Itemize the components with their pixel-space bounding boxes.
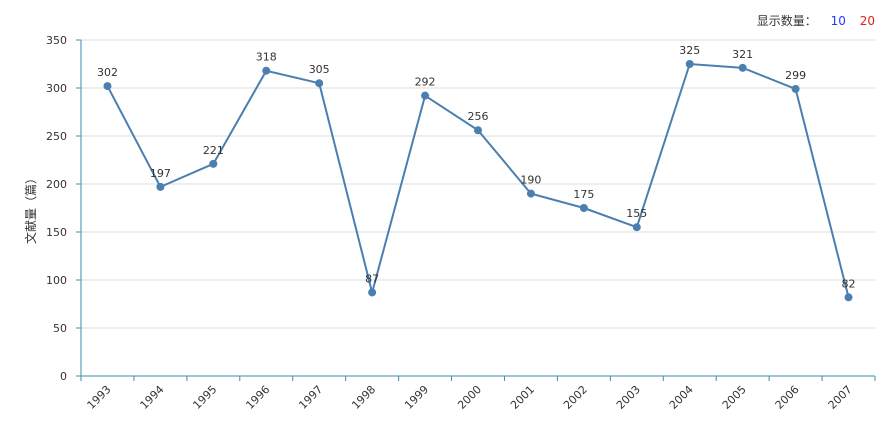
x-tick-label: 2005 [720,383,749,412]
data-label: 299 [785,69,806,82]
x-axis-ticks: 1993 1994 1995 1996 1997 1998 1999 2000 2001 2002… [80,376,876,412]
data-label: 87 [365,272,379,285]
data-label: 197 [150,167,171,180]
x-tick-label: 2000 [455,383,484,412]
data-label: 325 [679,44,700,57]
x-tick-label: 1998 [349,383,378,412]
data-label: 292 [415,76,436,89]
data-label: 321 [732,48,753,61]
data-point[interactable] [315,79,324,88]
data-point[interactable] [685,60,694,68]
series-line [106,62,850,298]
y-tick-label: 0 [60,370,67,383]
y-tick-label: 250 [46,130,67,143]
x-tick-label: 2003 [614,383,643,412]
data-point[interactable] [791,84,800,93]
x-tick-label: 1997 [296,383,325,412]
data-point[interactable] [632,223,641,232]
data-point[interactable] [579,204,588,212]
data-label: 155 [626,207,647,220]
data-label: 190 [520,174,541,187]
data-point[interactable] [738,63,747,72]
x-tick-label: 1999 [402,383,431,412]
data-label: 221 [203,144,224,157]
data-point[interactable] [368,288,377,297]
display-count-20-option[interactable]: 20 [859,14,875,28]
data-label: 318 [256,51,277,64]
data-label: 256 [468,110,489,123]
data-point[interactable] [526,189,535,198]
data-label: 175 [573,188,594,201]
x-tick-label: 1995 [190,383,219,412]
data-labels: 302 197 221 318 305 87 292 256 190 175 155 325 321 29… [97,44,856,290]
x-tick-label: 2002 [561,383,590,412]
data-label: 82 [842,277,856,290]
x-tick-label: 2007 [826,383,855,412]
data-point[interactable] [156,182,165,191]
data-point[interactable] [474,126,482,135]
y-tick-label: 150 [46,226,67,239]
y-tick-label: 200 [46,178,67,191]
x-tick-label: 2006 [773,383,802,412]
x-tick-label: 1993 [85,383,114,412]
data-point[interactable] [262,66,271,75]
x-tick-label: 2004 [667,383,696,412]
data-label: 302 [97,66,118,79]
x-tick-label: 1996 [243,383,272,412]
y-tick-label: 50 [53,322,67,335]
x-tick-label: 1994 [138,383,167,412]
data-point[interactable] [103,82,112,91]
data-point[interactable] [844,293,853,302]
x-tick-label: 2001 [508,383,537,412]
y-tick-label: 350 [46,34,67,47]
y-axis-label: 文献量（篇） [23,172,38,244]
gridlines [81,39,875,329]
display-count-label: 显示数量： [756,14,817,28]
axes [80,40,875,377]
y-tick-label: 300 [46,82,67,95]
data-point[interactable] [209,159,218,168]
series [103,60,853,302]
data-label: 305 [309,63,330,76]
y-tick-label: 100 [46,274,67,287]
display-count-controls: 显示数量： 10 20 [757,12,875,29]
y-axis-ticks: 0 50 100 150 200 250 300 350 [46,34,81,383]
display-count-10-option[interactable]: 10 [830,14,846,28]
data-point[interactable] [421,91,430,100]
